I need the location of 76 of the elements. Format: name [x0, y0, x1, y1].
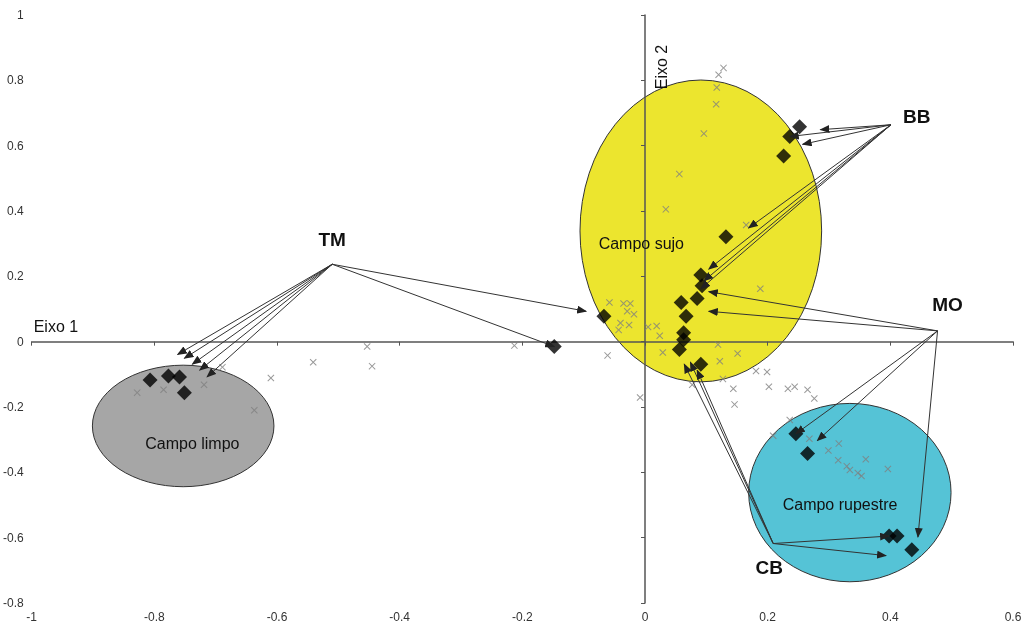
point — [862, 455, 870, 463]
x-tick-label: -0.4 — [389, 610, 411, 623]
point — [678, 308, 694, 324]
point — [142, 372, 158, 388]
point — [756, 285, 764, 293]
annotation: Campo sujo — [598, 234, 685, 252]
point — [776, 148, 792, 164]
point — [714, 341, 722, 349]
point — [784, 385, 792, 393]
point — [800, 445, 816, 461]
y-tick-label: 0.6 — [6, 138, 24, 153]
point — [715, 71, 723, 79]
point — [835, 440, 843, 448]
point — [858, 472, 866, 480]
point — [791, 383, 799, 391]
y-tick-label: 0.4 — [6, 204, 24, 218]
y-tick-label: -0.6 — [2, 530, 24, 545]
point — [889, 528, 905, 544]
point — [689, 291, 705, 307]
point — [662, 205, 670, 213]
y-tick-label: -0.8 — [2, 596, 24, 610]
x-tick-label: 0.2 — [759, 610, 777, 623]
y-tick-label: 0.2 — [6, 269, 24, 284]
point — [659, 348, 667, 356]
point — [834, 456, 842, 464]
point — [363, 343, 371, 351]
y-tick-label: 0 — [16, 334, 24, 349]
annotation: MO — [932, 293, 963, 315]
point — [596, 308, 612, 324]
point — [218, 363, 226, 371]
y-tick-label: -0.4 — [2, 465, 24, 480]
point — [171, 369, 187, 385]
annotation: CB — [755, 556, 783, 578]
point — [676, 332, 692, 348]
point — [615, 326, 623, 334]
annotation: Campo limpo — [145, 434, 240, 452]
x-tick-label: -0.8 — [144, 610, 165, 623]
y-tick-label: 0.8 — [6, 73, 24, 88]
point — [309, 358, 317, 366]
point — [904, 542, 920, 558]
point — [176, 385, 192, 401]
point — [786, 416, 794, 424]
point — [623, 307, 631, 315]
point — [656, 332, 664, 340]
point — [792, 119, 808, 135]
point — [673, 294, 689, 310]
point — [671, 342, 687, 358]
point — [718, 229, 734, 245]
point — [250, 406, 258, 414]
annotation: Campo rupestre — [782, 496, 898, 514]
x-tick-label: -0.6 — [266, 610, 288, 623]
x-tick-label: -1 — [26, 610, 38, 623]
x-tick-label: -0.2 — [512, 610, 533, 623]
point — [160, 368, 176, 384]
y-axis-title: Eixo 2 — [653, 44, 670, 90]
point — [653, 322, 661, 330]
x-tick-label: 0.6 — [1004, 610, 1022, 623]
x-tick-label: 0 — [641, 610, 649, 623]
point — [712, 100, 720, 108]
annotation: TM — [318, 229, 346, 251]
y-tick-label: -0.2 — [2, 400, 24, 414]
point — [729, 385, 737, 393]
point — [765, 383, 773, 391]
point — [716, 357, 724, 365]
point — [133, 389, 141, 397]
y-tick-label: 1 — [16, 8, 24, 22]
point — [675, 170, 683, 178]
point — [693, 356, 709, 372]
point — [700, 130, 708, 138]
annotation: BB — [902, 105, 931, 127]
point — [636, 394, 644, 402]
point — [616, 319, 624, 327]
point — [720, 64, 728, 72]
point — [769, 432, 777, 440]
x-tick-label: 0.4 — [881, 610, 899, 623]
x-axis-title: Eixo 1 — [33, 317, 79, 335]
